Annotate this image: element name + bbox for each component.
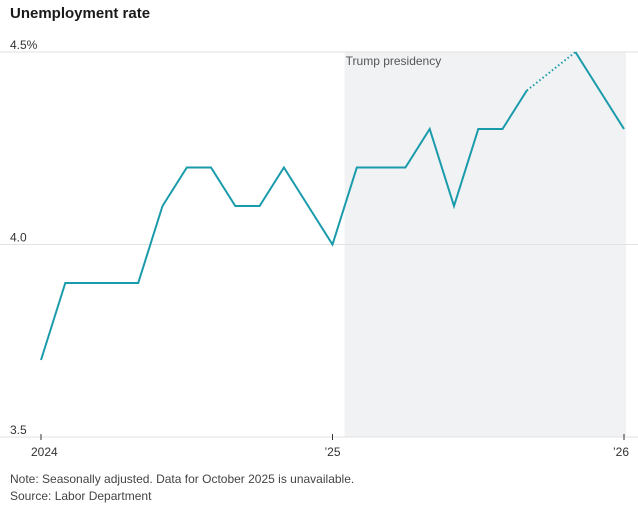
chart-note: Note: Seasonally adjusted. Data for Octo…	[10, 472, 355, 486]
shaded-region-label: Trump presidency	[346, 54, 442, 68]
x-tick-label: 2024	[31, 445, 58, 459]
line-layer	[40, 51, 625, 361]
chart-title: Unemployment rate	[10, 5, 151, 22]
chart-notes: Note: Seasonally adjusted. Data for Octo…	[10, 471, 354, 505]
y-tick-label: 4.5%	[10, 38, 38, 52]
x-tick-label: ’26	[613, 445, 629, 459]
x-tick-label: ’25	[324, 445, 340, 459]
unemployment-line-chart: Trump presidency 3.5 4.0 4.5% 2024 ’25 ’26	[0, 38, 638, 459]
series-line	[40, 89, 528, 361]
y-tick-label: 4.0	[10, 231, 27, 245]
grid-layer	[0, 51, 638, 438]
chart-source: Source: Labor Department	[10, 489, 152, 503]
axis-layer: 3.5 4.0 4.5% 2024 ’25 ’26	[10, 38, 629, 459]
y-tick-label: 3.5	[10, 423, 27, 437]
